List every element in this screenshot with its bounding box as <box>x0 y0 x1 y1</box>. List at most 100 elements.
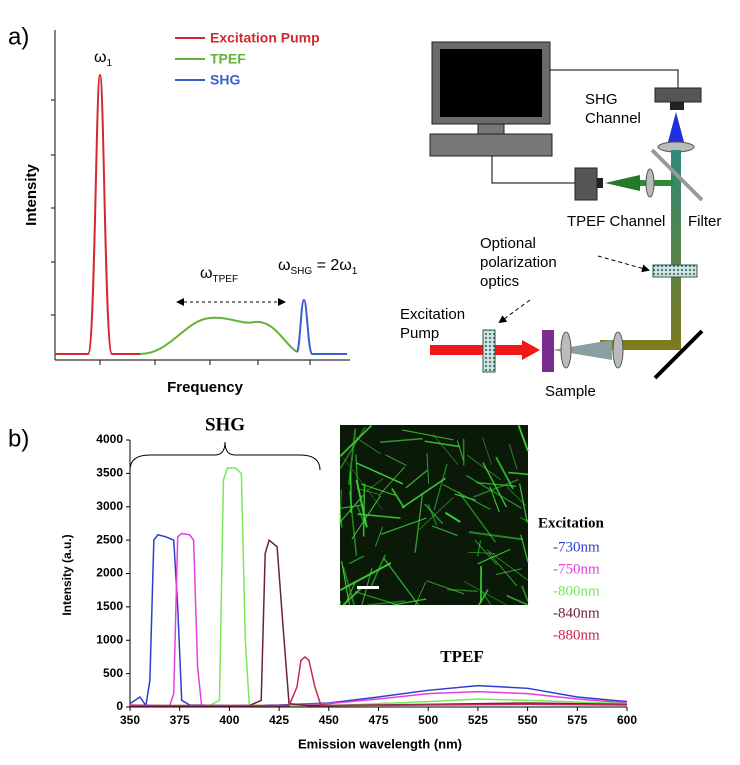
fiber <box>362 483 366 537</box>
omega-shg: ωSHG = 2ω1 <box>278 257 358 276</box>
shg-curve <box>296 298 347 355</box>
y-tick-label: 2000 <box>96 566 123 580</box>
fiber <box>385 454 407 466</box>
fiber <box>355 479 368 528</box>
tpef-channel-label: TPEF Channel <box>567 213 665 230</box>
fiber <box>366 600 406 606</box>
panel-label: a) <box>8 23 29 50</box>
y-tick-label: 500 <box>103 666 123 680</box>
fiber <box>426 453 430 484</box>
fiber <box>383 557 420 606</box>
y-axis-label: Intensity <box>23 164 40 226</box>
x-tick-label: 575 <box>567 713 587 727</box>
fiber <box>418 497 454 531</box>
fiber <box>351 495 381 540</box>
fiber <box>517 425 529 452</box>
fiber <box>343 457 383 510</box>
fiber <box>339 426 366 470</box>
y-tick-label: 2500 <box>96 532 123 546</box>
fiber <box>444 511 461 523</box>
y-tick-label: 0 <box>116 699 123 713</box>
x-tick-label: 475 <box>368 713 388 727</box>
fiber <box>348 555 365 565</box>
fiber <box>431 525 458 537</box>
fiber <box>401 477 447 509</box>
fiber <box>454 493 477 501</box>
fiber <box>339 601 342 606</box>
legend-label: -880nm <box>553 627 600 643</box>
shg-channel-label: SHG <box>585 91 618 108</box>
fiber <box>482 436 492 465</box>
fiber <box>506 486 527 507</box>
fiber <box>375 526 384 547</box>
y-tick-label: 3500 <box>96 466 123 480</box>
fiber <box>468 531 524 541</box>
fiber <box>465 475 522 509</box>
fiber <box>380 437 423 443</box>
fiber <box>402 429 454 441</box>
y-tick-label: 3000 <box>96 499 123 513</box>
legend-label: Excitation Pump <box>210 30 320 46</box>
fiber <box>426 580 465 595</box>
omega-tpef: ωTPEF <box>200 265 238 284</box>
fiber <box>488 552 518 587</box>
fiber <box>339 424 373 458</box>
fiber <box>414 492 424 553</box>
omega-1: ω1 <box>94 49 113 68</box>
shg-channel-label: Channel <box>585 110 641 127</box>
fiber <box>380 517 427 535</box>
fiber <box>392 598 427 606</box>
setup-diagram <box>429 41 704 380</box>
fiber <box>476 481 517 487</box>
shg-brace <box>129 441 321 471</box>
fiber <box>495 568 522 575</box>
x-tick-label: 550 <box>518 713 538 727</box>
fiber <box>456 440 465 461</box>
legend-label: TPEF <box>210 51 246 67</box>
y-tick-label: 1000 <box>96 632 123 646</box>
tpef-annotation: TPEF <box>440 647 483 666</box>
fiber <box>474 539 498 565</box>
fiber <box>489 486 500 513</box>
y-tick-label: 4000 <box>96 432 123 446</box>
pump-curve <box>55 73 140 355</box>
fiber <box>506 594 529 606</box>
sample-label: Sample <box>545 383 596 400</box>
fiber <box>520 517 529 522</box>
fiber <box>432 434 459 465</box>
legend-title: Excitation <box>538 515 604 531</box>
fiber <box>342 586 364 606</box>
fiber <box>405 469 428 489</box>
polarization-label: Optional <box>480 235 536 252</box>
fiber <box>508 471 529 476</box>
pump-label: Excitation <box>400 306 465 323</box>
y-axis-label: Intensity (a.u.) <box>60 534 74 615</box>
schematic-axes <box>51 30 350 365</box>
spectrum-line <box>130 655 628 707</box>
fiber <box>370 554 386 588</box>
x-tick-label: 400 <box>219 713 239 727</box>
legend-label: -750nm <box>553 561 600 577</box>
fiber <box>477 548 511 565</box>
legend-label: -800nm <box>553 583 600 599</box>
x-tick-label: 600 <box>617 713 637 727</box>
scale-bar <box>357 586 379 589</box>
fiber <box>365 477 384 492</box>
fiber <box>339 512 343 528</box>
pump-label: Pump <box>400 325 439 342</box>
fiber <box>427 504 438 526</box>
diagram-labels: SHG Channel TPEF Channel Filter Optional… <box>400 91 721 400</box>
legend: Excitation Pump TPEF SHG <box>175 30 320 88</box>
fiber <box>342 566 356 606</box>
fiber <box>355 437 381 455</box>
polarization-label: optics <box>480 273 519 290</box>
filter-label: Filter <box>688 213 721 230</box>
microscopy-image <box>339 424 529 606</box>
spectrum-line <box>130 467 628 707</box>
polarization-label: polarization <box>480 254 557 271</box>
fiber <box>508 443 518 470</box>
fiber <box>457 491 497 543</box>
fiber <box>347 428 357 486</box>
legend-label: -730nm <box>553 539 600 555</box>
